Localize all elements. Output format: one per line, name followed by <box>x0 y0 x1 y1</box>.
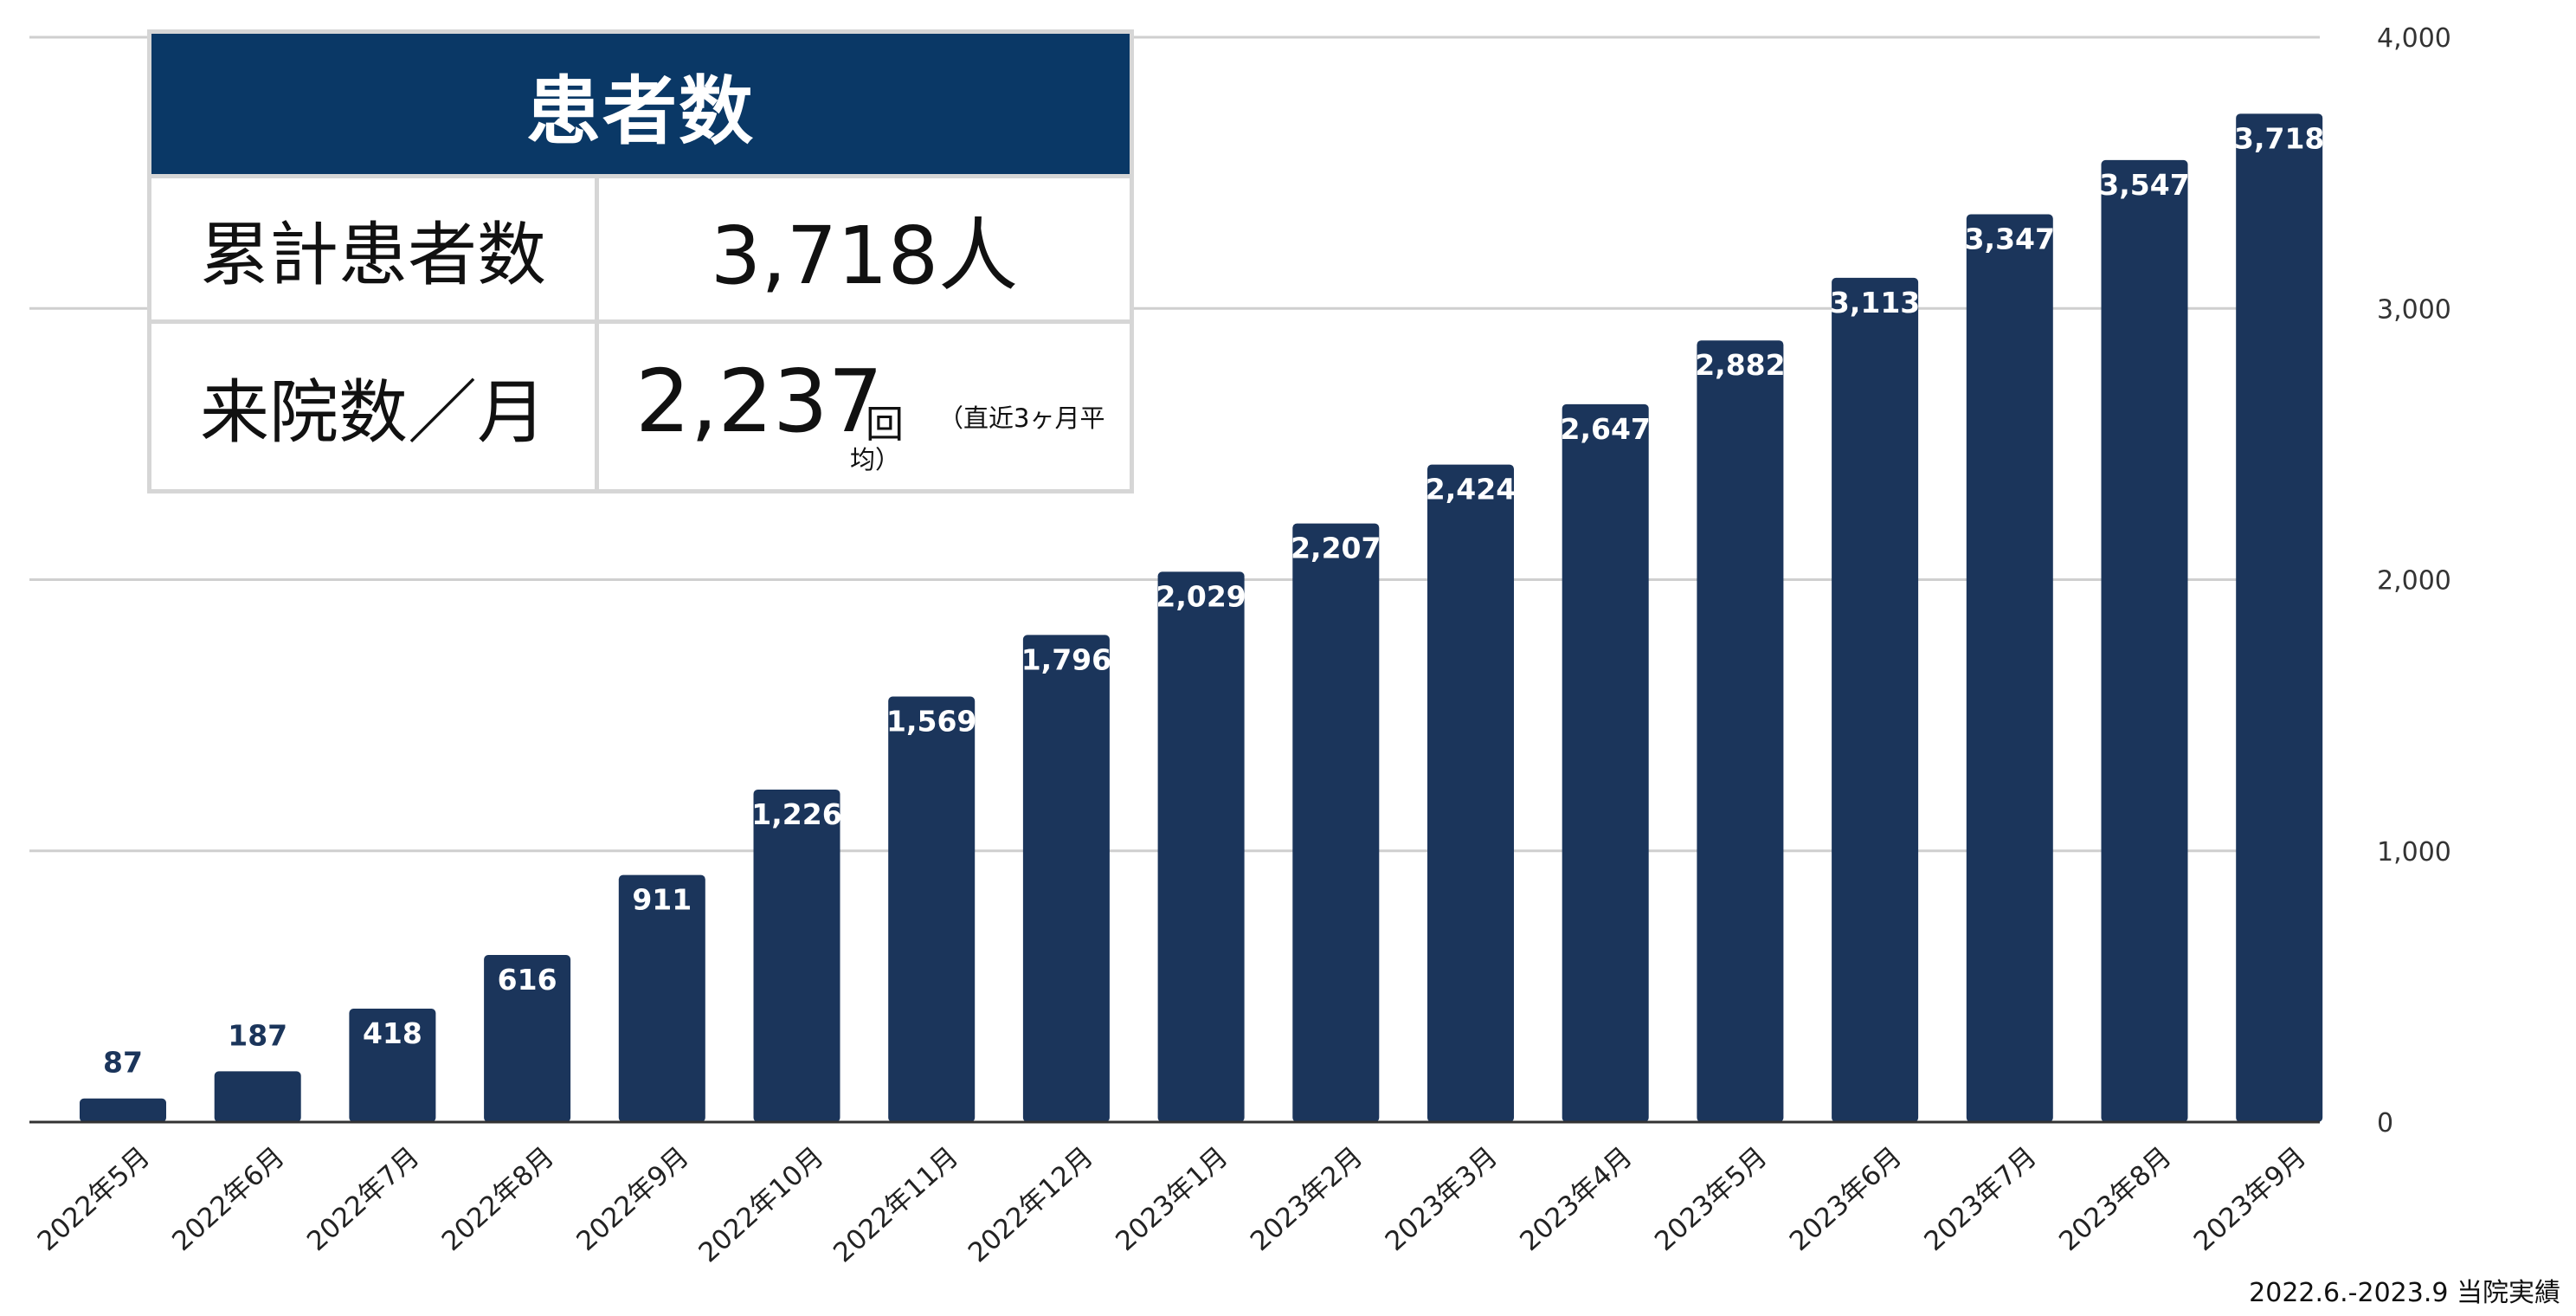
source-footnote: 2022.6.-2023.9 当院実績 <box>2249 1278 2560 1308</box>
value-label: 187 <box>228 1018 287 1052</box>
x-tick-label: 2023年2月 <box>1245 1141 1368 1257</box>
x-tick-label: 2022年8月 <box>436 1141 560 1257</box>
value-label: 418 <box>363 1016 422 1050</box>
bar <box>1292 523 1380 1122</box>
monthly-visits-note-continued: 均） <box>850 445 901 474</box>
value-label: 3,113 <box>1830 286 1920 319</box>
bar <box>484 955 571 1122</box>
value-labels: 87 187 418 616 911 1,226 1,569 1,796 2,029 2,207 2… <box>103 121 2324 1079</box>
x-tick-label: 2022年10月 <box>692 1141 829 1268</box>
bar <box>2236 113 2323 1122</box>
y-tick-label: 4,000 <box>2377 23 2451 54</box>
value-label: 2,029 <box>1156 579 1246 613</box>
x-tick-label: 2023年4月 <box>1514 1141 1638 1257</box>
x-axis-tick-labels: 2022年5月 2022年6月 2022年7月 2022年8月 2022年9月2022年… <box>32 1141 2313 1268</box>
x-tick-label: 2023年7月 <box>1918 1141 2042 1257</box>
x-tick-label: 2023年6月 <box>1784 1141 1908 1257</box>
bars <box>80 113 2323 1123</box>
x-tick-label: 2022年7月 <box>301 1141 425 1257</box>
value-label: 3,718 <box>2234 121 2324 155</box>
x-tick-label: 2023年5月 <box>1649 1141 1773 1257</box>
value-label: 911 <box>632 883 692 917</box>
monthly-visits-label: 来院数／月 <box>151 324 599 489</box>
monthly-visits-note: （直近3ヶ月平 <box>938 403 1105 433</box>
total-patients-row: 累計患者数 3,718人 <box>151 174 1130 319</box>
x-tick-label: 2023年9月 <box>2188 1141 2312 1257</box>
bar <box>1157 571 1245 1122</box>
monthly-visits-unit: 回 <box>866 403 904 447</box>
total-patients-label: 累計患者数 <box>151 178 599 319</box>
x-tick-label: 2023年1月 <box>1110 1141 1233 1257</box>
x-tick-label: 2022年11月 <box>828 1141 964 1268</box>
monthly-visits-value-cell: 2,237 回 （直近3ヶ月平 均） <box>599 324 1130 489</box>
value-label: 1,226 <box>751 797 841 831</box>
x-tick-label: 2022年6月 <box>166 1141 290 1257</box>
x-tick-label: 2023年8月 <box>2053 1141 2177 1257</box>
bar <box>80 1098 166 1122</box>
y-tick-label: 0 <box>2377 1108 2393 1139</box>
value-label: 2,424 <box>1426 473 1516 506</box>
bar <box>1832 277 1919 1122</box>
bar <box>888 696 976 1122</box>
bar <box>1022 635 1110 1122</box>
x-tick-label: 2022年5月 <box>32 1141 156 1257</box>
bar <box>2101 159 2188 1123</box>
bar <box>1697 340 1784 1122</box>
x-tick-label: 2023年3月 <box>1380 1141 1504 1257</box>
bar <box>1562 403 1649 1122</box>
value-label: 2,207 <box>1291 532 1381 565</box>
monthly-visits-value: 2,237 <box>635 351 884 452</box>
bar <box>753 789 840 1122</box>
value-label: 3,347 <box>1965 223 2055 256</box>
value-label: 616 <box>498 963 557 997</box>
value-label: 1,796 <box>1021 642 1111 676</box>
value-label: 2,882 <box>1695 348 1785 382</box>
total-patients-value: 3,718人 <box>710 210 1019 302</box>
y-tick-label: 3,000 <box>2377 294 2451 325</box>
bar <box>349 1009 436 1122</box>
y-tick-label: 1,000 <box>2377 837 2451 868</box>
y-tick-label: 2,000 <box>2377 566 2451 597</box>
value-label: 1,569 <box>886 705 976 739</box>
value-label: 87 <box>103 1046 143 1080</box>
value-label: 3,547 <box>2099 168 2189 202</box>
x-tick-label: 2022年9月 <box>570 1141 694 1257</box>
y-axis-tick-labels: 0 1,000 2,000 3,000 4,000 <box>2377 23 2451 1139</box>
x-tick-label: 2022年12月 <box>963 1141 1099 1268</box>
monthly-visits-row: 来院数／月 2,237 回 （直近3ヶ月平 均） <box>151 319 1130 489</box>
bar <box>1427 464 1514 1122</box>
patient-summary-box: 患者数 累計患者数 3,718人 来院数／月 2,237 回 （直近3ヶ月平 均… <box>147 29 1134 494</box>
summary-title: 患者数 <box>151 34 1130 174</box>
bar <box>618 874 705 1122</box>
bar <box>214 1071 301 1122</box>
value-label: 2,647 <box>1561 412 1651 446</box>
bar <box>1966 214 2053 1122</box>
